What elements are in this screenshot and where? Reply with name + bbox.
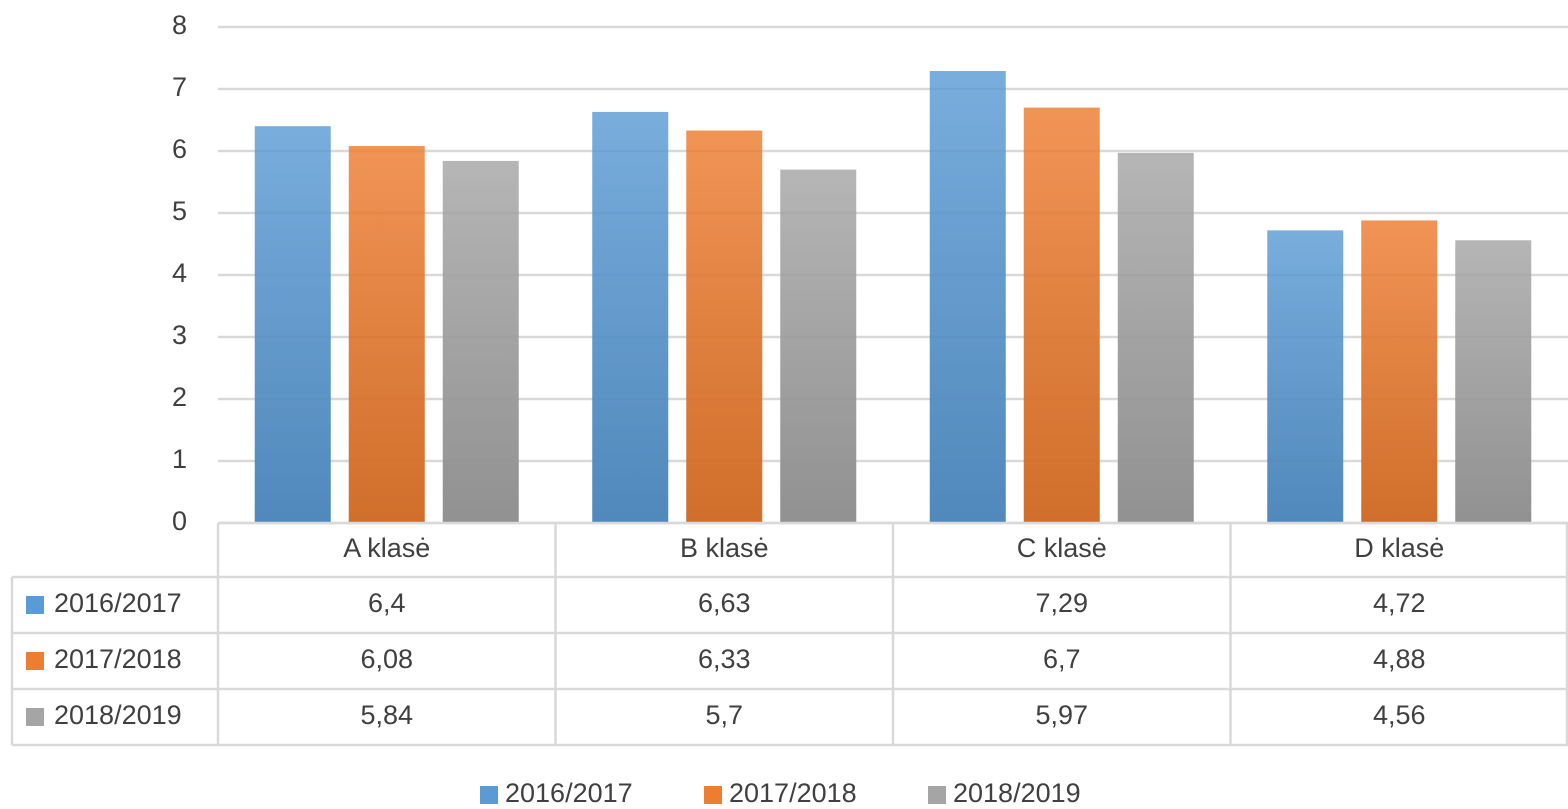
- x-tick-label: B klasė: [680, 533, 769, 563]
- bar: [1267, 230, 1344, 524]
- y-tick-label: 4: [172, 258, 187, 288]
- bar: [1117, 152, 1194, 524]
- table-value: 5,97: [1035, 700, 1088, 730]
- table-legend-key: [26, 596, 44, 614]
- table-value: 6,7: [1043, 644, 1081, 674]
- table-row-label: 2016/2017: [54, 588, 182, 618]
- table-value: 7,29: [1035, 588, 1088, 618]
- y-tick-label: 8: [172, 10, 187, 40]
- table-value: 6,4: [368, 588, 406, 618]
- bar: [348, 146, 425, 524]
- x-tick-label: D klasė: [1354, 533, 1444, 563]
- table-value: 5,7: [705, 700, 743, 730]
- legend-label: 2018/2019: [953, 778, 1081, 808]
- legend-key: [928, 786, 946, 804]
- legend-key: [704, 786, 722, 804]
- table-value: 6,33: [698, 644, 751, 674]
- bar: [686, 130, 763, 524]
- y-tick-label: 5: [172, 196, 187, 226]
- bar: [1455, 240, 1532, 523]
- table-value: 6,08: [360, 644, 413, 674]
- bar: [254, 126, 331, 523]
- bar: [1361, 220, 1438, 523]
- legend-label: 2017/2018: [729, 778, 857, 808]
- legend-label: 2016/2017: [505, 778, 633, 808]
- y-tick-label: 2: [172, 382, 187, 412]
- table-value: 4,56: [1373, 700, 1426, 730]
- x-tick-label: A klasė: [343, 533, 430, 563]
- bar: [929, 71, 1006, 524]
- legend-key: [480, 786, 498, 804]
- bar: [592, 111, 669, 523]
- x-tick-label: C klasė: [1017, 533, 1107, 563]
- y-tick-label: 6: [172, 134, 187, 164]
- bar: [1023, 107, 1100, 523]
- table-legend-key: [26, 708, 44, 726]
- table-value: 5,84: [360, 700, 413, 730]
- y-tick-label: 3: [172, 320, 187, 350]
- table-value: 4,88: [1373, 644, 1426, 674]
- table-value: 4,72: [1373, 588, 1426, 618]
- table-legend-key: [26, 652, 44, 670]
- bar: [780, 169, 857, 523]
- table-row-label: 2018/2019: [54, 700, 182, 730]
- y-tick-label: 7: [172, 72, 187, 102]
- table-value: 6,63: [698, 588, 751, 618]
- y-tick-label: 0: [172, 506, 187, 536]
- y-tick-label: 1: [172, 444, 187, 474]
- table-row-label: 2017/2018: [54, 644, 182, 674]
- bar: [442, 160, 519, 524]
